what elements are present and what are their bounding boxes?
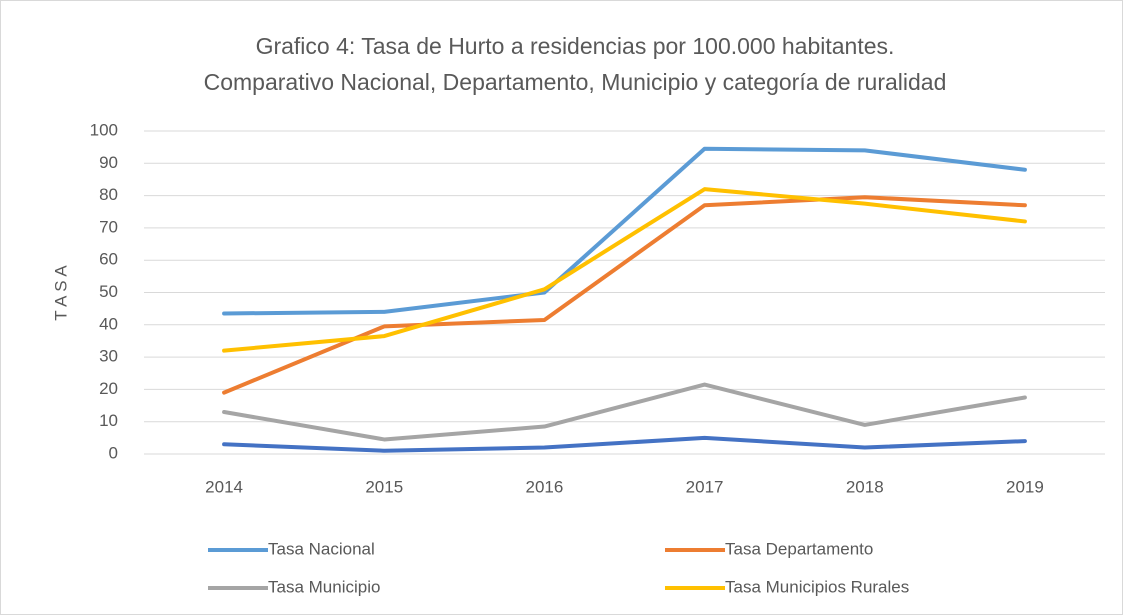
x-tick-label: 2019 bbox=[1006, 477, 1044, 496]
series-line bbox=[222, 146, 1027, 316]
chart-subtitle: Comparativo Nacional, Departamento, Muni… bbox=[204, 69, 947, 95]
x-tick-label: 2016 bbox=[526, 477, 564, 496]
legend-label: Tasa Municipios Rurales bbox=[725, 577, 909, 596]
y-tick-label: 10 bbox=[99, 411, 118, 430]
y-tick-label: 80 bbox=[99, 185, 118, 204]
x-tick-label: 2017 bbox=[686, 477, 724, 496]
y-axis-label: T A S A bbox=[51, 265, 70, 321]
y-tick-label: 60 bbox=[99, 250, 118, 269]
legend-label: Tasa Municipio bbox=[268, 577, 380, 596]
y-tick-label: 70 bbox=[99, 217, 118, 236]
y-tick-label: 100 bbox=[90, 120, 118, 139]
legend-label: Tasa Departamento bbox=[725, 539, 873, 558]
series-line bbox=[222, 435, 1027, 453]
y-tick-label: 0 bbox=[109, 443, 118, 462]
series-line bbox=[222, 382, 1027, 442]
x-tick-label: 2015 bbox=[365, 477, 403, 496]
y-tick-label: 90 bbox=[99, 153, 118, 172]
y-tick-label: 30 bbox=[99, 347, 118, 366]
y-tick-label: 50 bbox=[99, 282, 118, 301]
legend-label: Tasa Nacional bbox=[268, 539, 375, 558]
series-line bbox=[222, 187, 1027, 353]
y-tick-label: 40 bbox=[99, 314, 118, 333]
x-tick-label: 2014 bbox=[205, 477, 243, 496]
y-tick-label: 20 bbox=[99, 379, 118, 398]
chart-title: Grafico 4: Tasa de Hurto a residencias p… bbox=[256, 33, 895, 59]
x-tick-label: 2018 bbox=[846, 477, 884, 496]
